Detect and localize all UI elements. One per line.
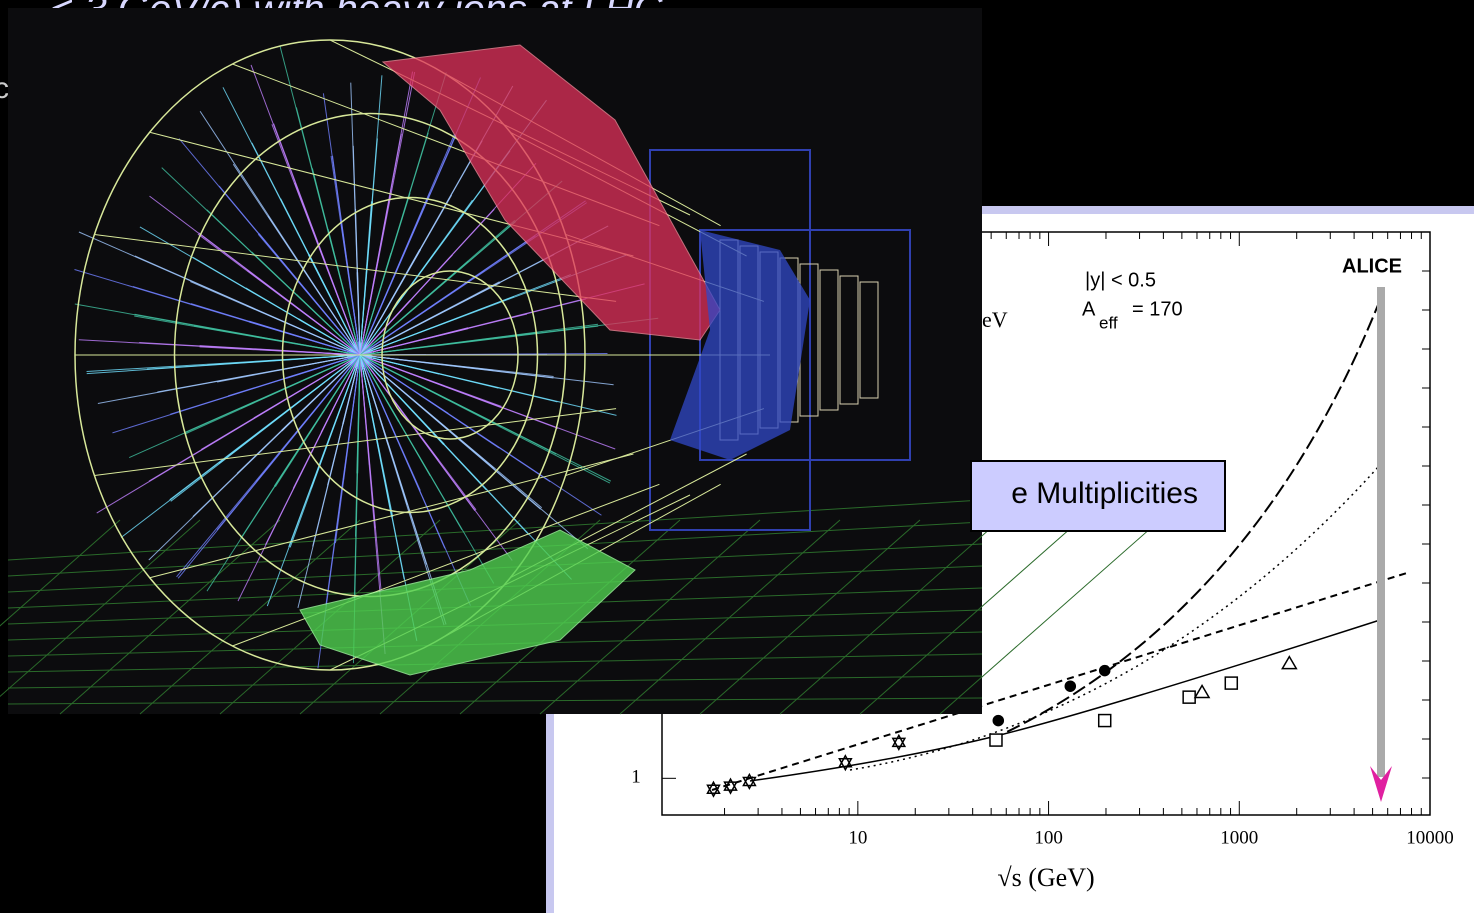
x-tick-label: 100: [1034, 827, 1063, 848]
point: [1100, 666, 1110, 676]
x-tick-label: 10000: [1406, 827, 1454, 848]
slide: < 3 GeV/c) with heavy ions at LHC c 1010…: [0, 0, 1474, 913]
callout: e Multiplicities: [1011, 477, 1198, 510]
slide-canvas: < 3 GeV/c) with heavy ions at LHC c 1010…: [0, 0, 1474, 913]
annotation: |y| < 0.5: [1085, 269, 1156, 291]
x-axis-label: √s (GeV): [997, 863, 1094, 892]
point: [1225, 677, 1237, 689]
y-tick-label: 1: [631, 767, 641, 788]
point: [990, 734, 1002, 746]
point: [1065, 681, 1075, 691]
alice-band: [1377, 287, 1385, 777]
annotation: eff: [1099, 313, 1118, 332]
annotation: ALICE: [1342, 255, 1402, 277]
x-tick-label: 10: [848, 827, 867, 848]
point: [1183, 691, 1195, 703]
point: [1099, 715, 1111, 727]
point: [993, 716, 1003, 726]
annotation: = 170: [1132, 298, 1183, 320]
annotation: A: [1082, 298, 1096, 320]
annotation: eV: [982, 307, 1008, 332]
slide-fragment: c: [0, 72, 9, 105]
x-tick-label: 1000: [1220, 827, 1258, 848]
